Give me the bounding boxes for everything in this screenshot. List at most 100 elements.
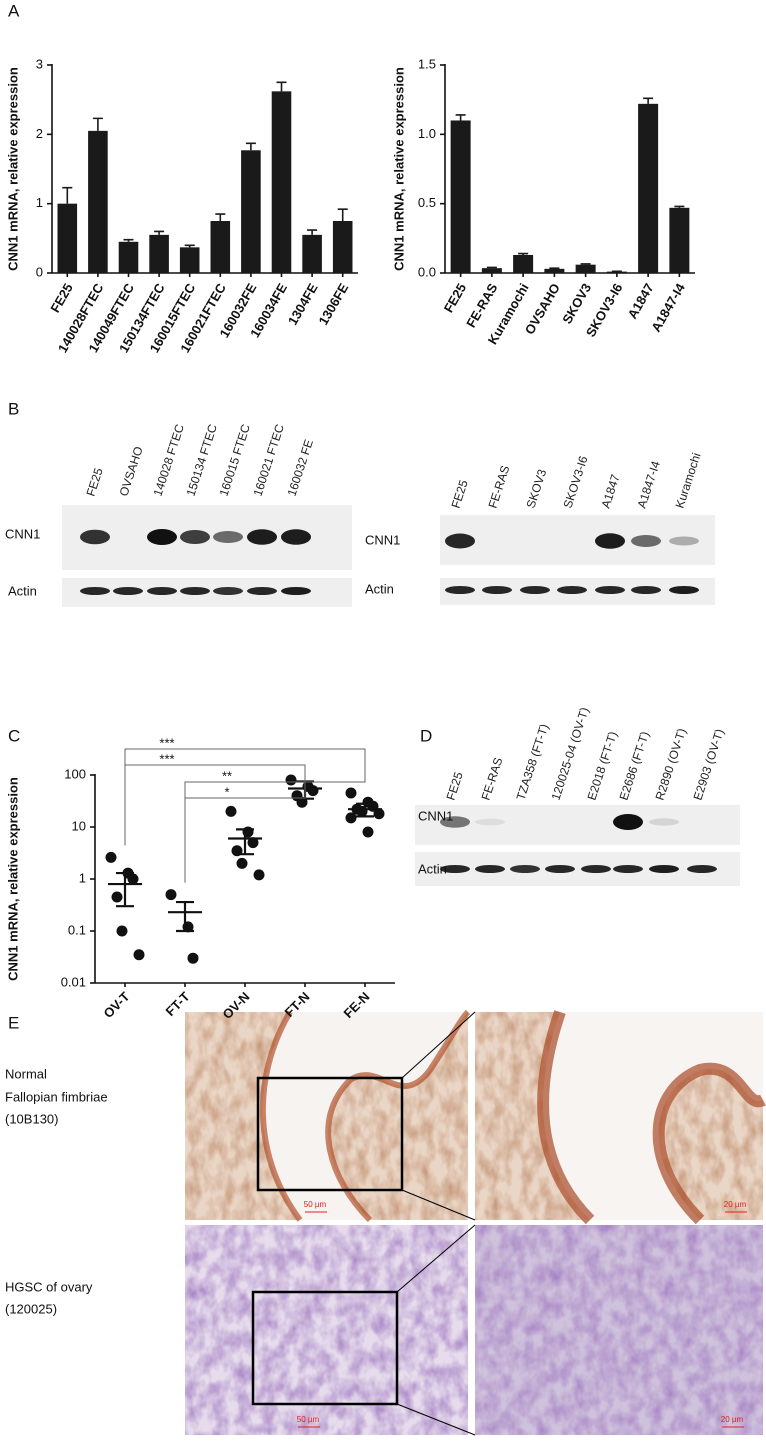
- row-label: Fallopian fimbriae: [5, 1089, 108, 1104]
- lane-label: OVSAHO: [117, 445, 146, 498]
- scale-bar-label: 20 µm: [721, 1415, 744, 1424]
- error-bar: [455, 114, 466, 121]
- significance-label: ***: [159, 751, 174, 766]
- row-label: Actin: [8, 583, 37, 598]
- error-bar: [337, 208, 348, 221]
- blot-band: [520, 586, 550, 594]
- y-tick-label: 10: [72, 818, 86, 833]
- zoom-line: [401, 1189, 476, 1221]
- bar: [57, 203, 78, 273]
- row-label: CNN1: [365, 532, 400, 547]
- error-bar: [486, 266, 497, 269]
- lane-label: 160032 FE: [285, 438, 316, 498]
- blot-band: [545, 865, 575, 873]
- y-tick-label: 1.0: [418, 126, 436, 141]
- data-point: [133, 949, 145, 961]
- lane-label: 160021 FTEC: [251, 422, 288, 498]
- significance-bracket: [184, 781, 366, 883]
- y-tick-label: 1: [36, 195, 43, 210]
- lane-label: A1847: [599, 472, 623, 510]
- y-tick-label: 0.5: [418, 195, 436, 210]
- data-point: [127, 873, 139, 885]
- lane-label: FE25: [84, 466, 106, 498]
- row-label: Actin: [365, 581, 394, 596]
- blot-band: [147, 529, 177, 545]
- error-bar: [215, 213, 226, 221]
- y-tick-label: 0.1: [68, 922, 86, 937]
- mean-sem: [348, 802, 382, 818]
- blot-strip: [415, 805, 740, 845]
- data-point: [345, 812, 357, 824]
- blot-band: [595, 533, 625, 549]
- zoom-box: [251, 1290, 399, 1406]
- blot-band: [445, 533, 475, 549]
- epithelium: [537, 1010, 595, 1225]
- data-point: [247, 837, 259, 849]
- y-axis-label: CNN1 mRNA, relative expression: [5, 777, 20, 981]
- scale-bar-label: 20 µm: [724, 1200, 747, 1209]
- error-bar: [123, 238, 134, 242]
- significance-label: **: [222, 768, 232, 783]
- row-label: Actin: [418, 861, 447, 876]
- panel-label: A: [8, 1, 20, 20]
- lane-label: SKOV3: [524, 467, 550, 510]
- lane-label: FE-RAS: [486, 464, 513, 510]
- lane-label: A1847-I4: [635, 459, 663, 510]
- blot-band: [80, 529, 110, 545]
- bar: [638, 103, 659, 274]
- blot-band: [581, 865, 611, 873]
- y-axis-label: CNN1 mRNA, relative expression: [5, 67, 20, 271]
- micrograph-texture: [475, 1225, 763, 1435]
- panel-label: D: [420, 726, 432, 745]
- data-point: [111, 891, 123, 903]
- zoom-line: [401, 1011, 476, 1079]
- zoom-box: [256, 1076, 404, 1192]
- blot-band: [440, 816, 470, 828]
- row-label: Normal: [5, 1066, 47, 1081]
- bar: [241, 150, 261, 273]
- lane-label: SKOV3-I6: [561, 454, 591, 510]
- histology-images: [185, 1009, 766, 1436]
- mean-sem: [108, 871, 142, 908]
- blot-band: [80, 587, 110, 595]
- y-tick-label: 0.0: [418, 264, 436, 279]
- error-bar: [92, 117, 103, 131]
- blot-band: [475, 865, 505, 873]
- data-point: [225, 805, 237, 817]
- blot-band: [510, 865, 540, 873]
- lane-label: 160015 FTEC: [217, 422, 254, 498]
- lane-label: TZA358 (FT-T): [514, 722, 552, 802]
- error-bar: [549, 267, 560, 269]
- blot-band: [113, 587, 143, 595]
- y-tick-label: 0.01: [61, 974, 86, 989]
- blot-band: [482, 586, 512, 594]
- blot-band: [147, 587, 177, 595]
- lane-label: R2890 (OV-T): [653, 727, 689, 802]
- zoom-line: [396, 1224, 476, 1293]
- row-label: CNN1: [418, 808, 453, 823]
- lane-label: FE25: [449, 478, 471, 510]
- bar: [606, 271, 627, 273]
- data-point: [345, 787, 357, 799]
- panel-label: B: [8, 399, 19, 418]
- bar: [544, 268, 565, 273]
- y-tick-label: 2: [36, 126, 43, 141]
- y-axis-label: CNN1 mRNA, relative expression: [391, 67, 406, 271]
- row-label: (10B130): [5, 1111, 58, 1126]
- error-bar: [643, 97, 654, 104]
- significance-label: ***: [159, 735, 174, 750]
- bar: [179, 247, 200, 273]
- x-tick-label: 1306FE: [316, 280, 352, 327]
- error-bar: [245, 142, 256, 151]
- error-bar: [518, 252, 529, 255]
- bar: [450, 120, 471, 273]
- lane-label: 140028 FTEC: [151, 422, 188, 498]
- bar: [669, 207, 690, 273]
- y-tick-label: 100: [64, 766, 86, 781]
- blot-band: [445, 586, 475, 594]
- lane-label: E2018 (FT-T): [585, 730, 620, 802]
- blot-band: [631, 586, 661, 594]
- lane-label: Kuramochi: [673, 451, 704, 510]
- data-point: [116, 925, 128, 937]
